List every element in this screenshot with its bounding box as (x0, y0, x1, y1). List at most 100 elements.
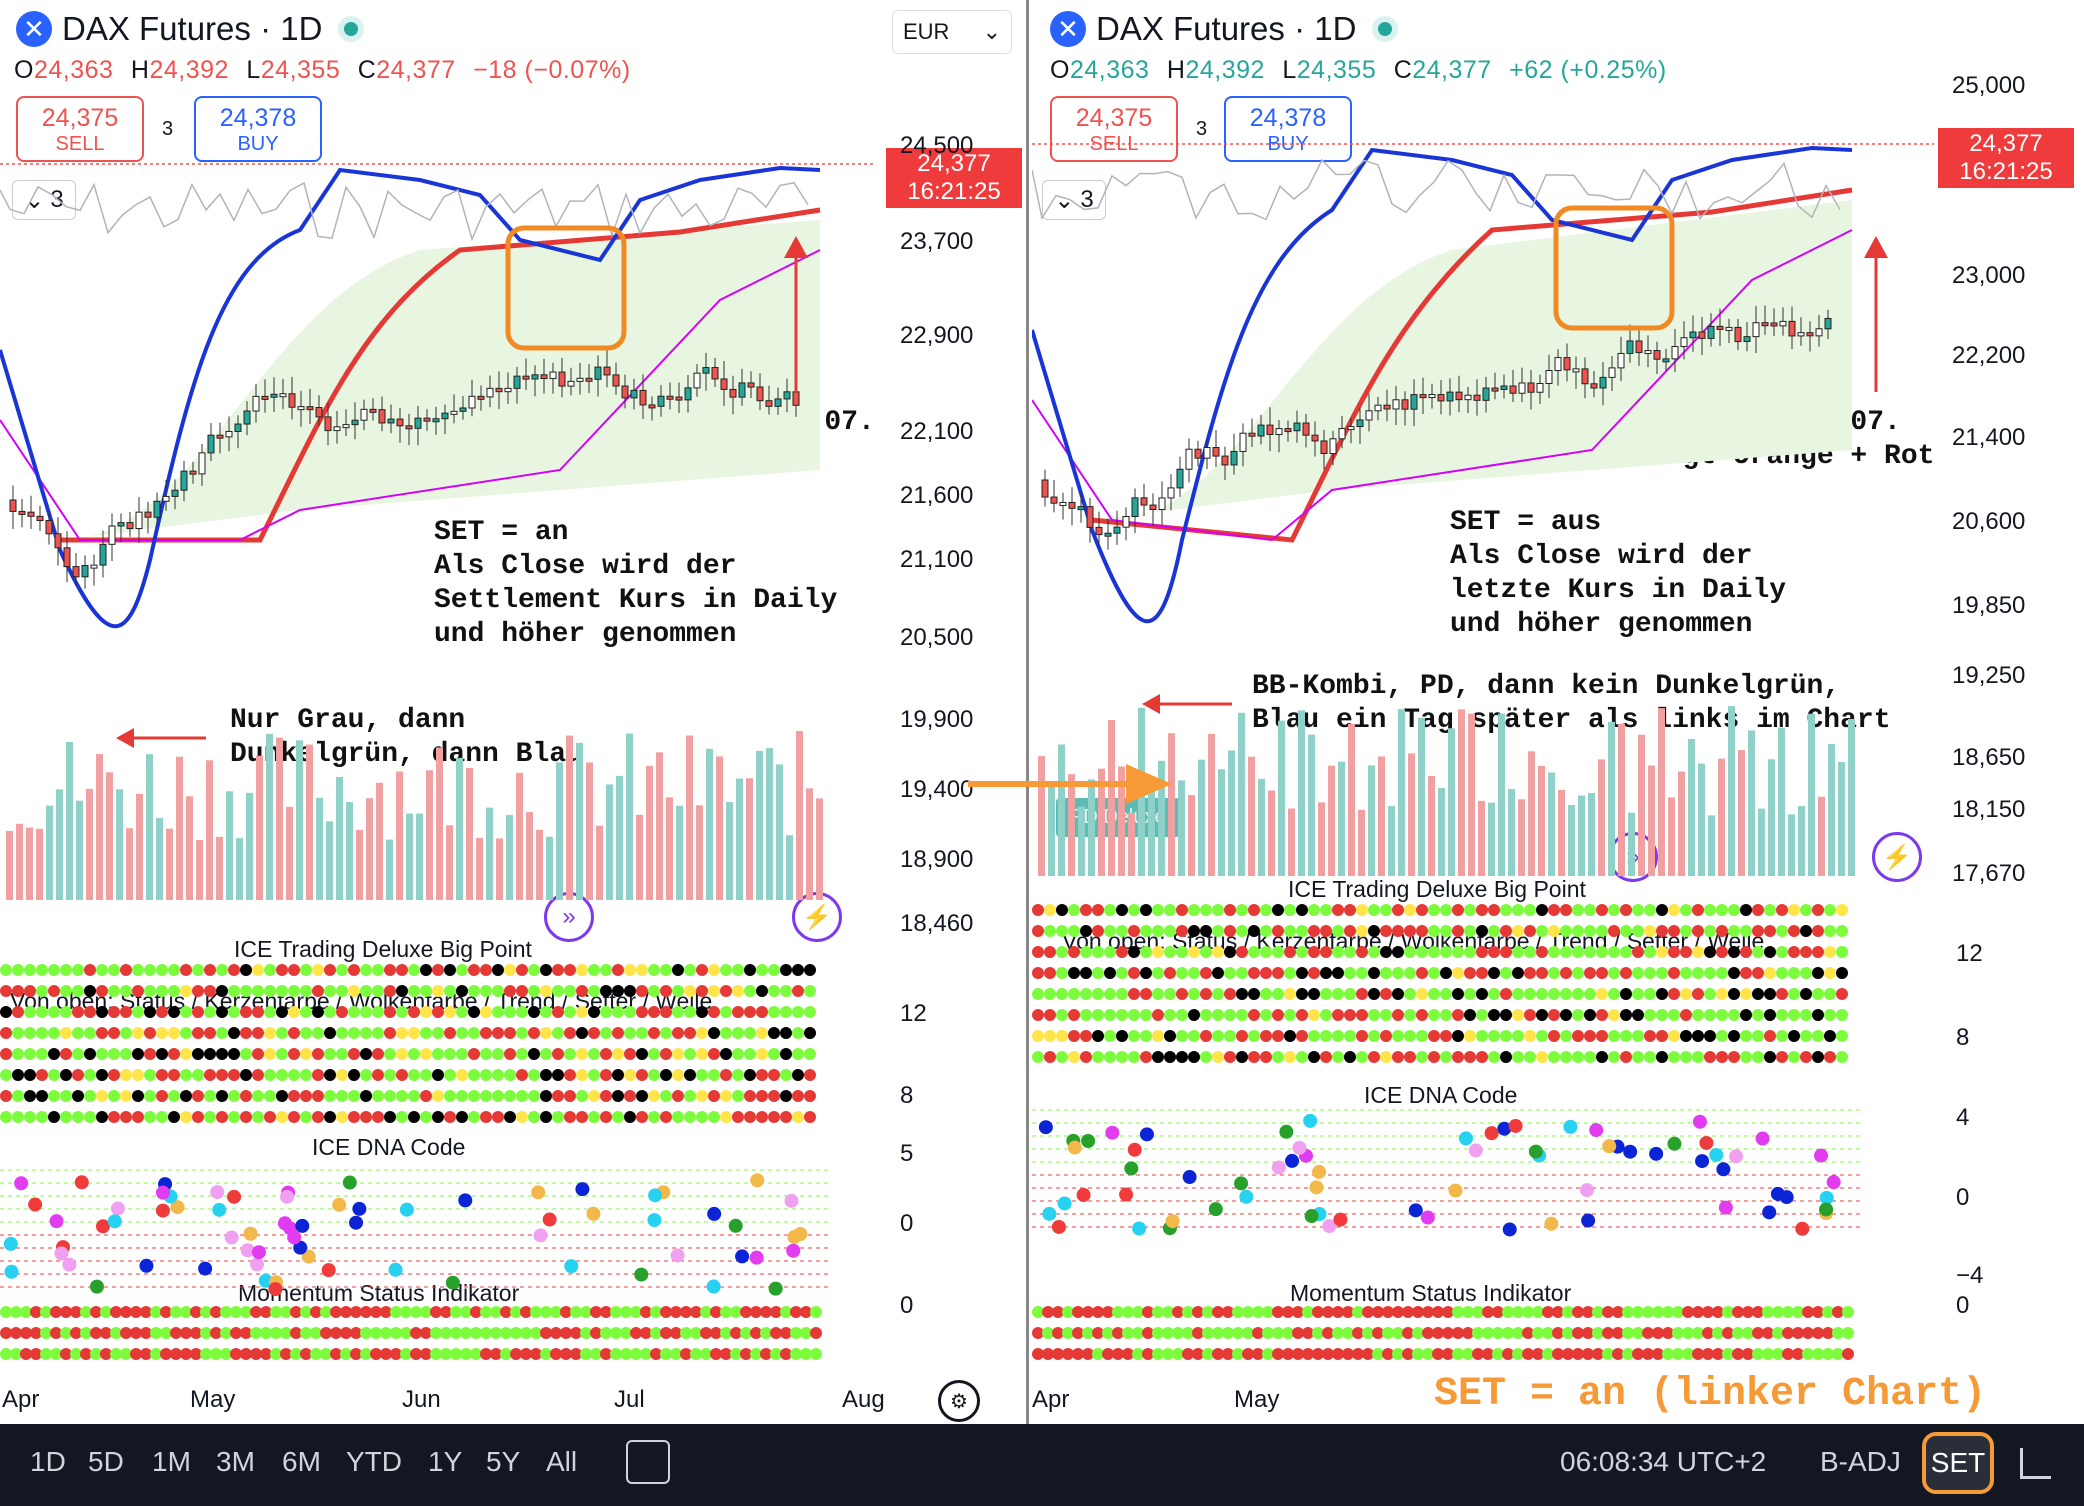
candle-body (81, 565, 89, 578)
sell-button[interactable]: 24,375 SELL (1050, 96, 1178, 162)
indicator-title-bigpoint[interactable]: ICE Trading Deluxe Big Point (1288, 876, 1586, 902)
volume-bar (1548, 772, 1555, 876)
bigpoint-dot (1320, 1030, 1332, 1042)
bigpoint-dot (120, 1111, 132, 1123)
momentum-dot (570, 1327, 582, 1339)
bigpoint-dot (1728, 988, 1740, 1000)
momentum-dot (430, 1327, 442, 1339)
bigpoint-dot (1380, 1009, 1392, 1021)
candle-body (1095, 526, 1103, 536)
momentum-dot (20, 1327, 32, 1339)
bigpoint-dot (1500, 967, 1512, 979)
replay-icon[interactable]: » (1608, 832, 1658, 882)
currency-select[interactable]: EUR ⌄ (892, 10, 1012, 54)
bigpoint-dot (1752, 967, 1764, 979)
bigpoint-dot (744, 1090, 756, 1102)
bigpoint-dot (1716, 904, 1728, 916)
dna-dot (62, 1257, 77, 1272)
dna-dot (198, 1261, 213, 1276)
pd-deluxe-label[interactable]: PD Deluxe (1056, 798, 1180, 837)
price-axis-label: 0 (900, 1292, 914, 1319)
bigpoint-dot (1044, 925, 1056, 937)
settings-gear-icon[interactable]: ⚙ (938, 1380, 980, 1422)
bigpoint-dot (660, 964, 672, 976)
buy-button[interactable]: 24,378 BUY (194, 96, 322, 162)
candle-body (243, 410, 251, 425)
momentum-dot (790, 1306, 802, 1318)
timeframe-5y[interactable]: 5Y (486, 1446, 521, 1477)
momentum-dot (1572, 1327, 1584, 1339)
set-toggle[interactable]: SET (1922, 1432, 1994, 1494)
volume-bar (126, 828, 133, 900)
bigpoint-dot (504, 1069, 516, 1081)
bigpoint-dot (1680, 1030, 1692, 1042)
indicator-title-dna[interactable]: ICE DNA Code (1364, 1082, 1518, 1108)
momentum-dot (420, 1348, 432, 1360)
bigpoint-dot (276, 964, 288, 976)
momentum-dot (600, 1327, 612, 1339)
b-adj-toggle[interactable]: B-ADJ (1820, 1446, 1901, 1477)
indicator-collapse-button[interactable]: ⌄ 3 (12, 180, 76, 220)
candle-body (9, 499, 17, 512)
bigpoint-dot (1032, 1051, 1044, 1063)
volume-bar (1558, 789, 1565, 876)
momentum-dot (1212, 1348, 1224, 1360)
indicator-title-momentum[interactable]: Momentum Status Indikator (1290, 1280, 1572, 1306)
bigpoint-dot (1428, 1009, 1440, 1021)
bigpoint-dot (1068, 1030, 1080, 1042)
indicator-title-dna[interactable]: ICE DNA Code (312, 1134, 466, 1160)
timeframe-6m[interactable]: 6M (282, 1446, 321, 1477)
dna-dot (155, 1203, 170, 1218)
bigpoint-dot (1392, 988, 1404, 1000)
momentum-dot (80, 1306, 92, 1318)
fullscreen-icon[interactable] (2020, 1448, 2051, 1479)
lightning-icon[interactable]: ⚡ (792, 892, 842, 942)
volume-bar (376, 782, 383, 900)
symbol-logo-icon: ✕ (1050, 11, 1086, 47)
timeframe-1y[interactable]: 1Y (428, 1446, 463, 1477)
kijun-line (60, 207, 821, 543)
candle-body (1689, 331, 1697, 339)
timeframe-all[interactable]: All (546, 1446, 578, 1477)
bigpoint-dot (732, 1048, 744, 1060)
timeframe-ytd[interactable]: YTD (346, 1446, 402, 1477)
price-axis-label: 22,900 (900, 322, 974, 349)
momentum-dot (370, 1348, 382, 1360)
dna-dot (251, 1245, 266, 1260)
symbol-title[interactable]: DAX Futures · 1D (62, 10, 323, 47)
dna-dot (531, 1185, 546, 1200)
bigpoint-dot (1488, 1051, 1500, 1063)
momentum-dot (350, 1306, 362, 1318)
timeframe-3m[interactable]: 3M (216, 1446, 255, 1477)
bigpoint-dot (1824, 1030, 1836, 1042)
timeframe-1m[interactable]: 1M (152, 1446, 191, 1477)
timeframe-5d[interactable]: 5D (88, 1446, 124, 1477)
symbol-title[interactable]: DAX Futures · 1D (1096, 10, 1357, 47)
indicator-title-momentum[interactable]: Momentum Status Indikator (238, 1280, 520, 1306)
timeframe-1d[interactable]: 1D (30, 1446, 66, 1477)
sell-button[interactable]: 24,375 SELL (16, 96, 144, 162)
momentum-dot (680, 1306, 692, 1318)
lightning-icon[interactable]: ⚡ (1872, 832, 1922, 882)
buy-button[interactable]: 24,378 BUY (1224, 96, 1352, 162)
momentum-dot (1442, 1348, 1454, 1360)
date-range-calendar-icon[interactable] (626, 1440, 670, 1484)
bigpoint-dot (732, 1069, 744, 1081)
volume-bar (616, 775, 623, 900)
bigpoint-dot (1272, 1051, 1284, 1063)
bigpoint-dot (768, 1111, 780, 1123)
bigpoint-dot (1572, 967, 1584, 979)
clock[interactable]: 06:08:34 UTC+2 (1560, 1446, 1767, 1477)
bigpoint-dot (1536, 988, 1548, 1000)
indicator-title-bigpoint[interactable]: ICE Trading Deluxe Big Point (234, 936, 532, 962)
right-chart-panel[interactable]: ✕ DAX Futures · 1D O24,363 H24,392 L24,3… (1032, 0, 2084, 1424)
price-axis-label: 12 (900, 1000, 927, 1027)
replay-icon[interactable]: » (544, 892, 594, 942)
bigpoint-dot (1656, 1009, 1668, 1021)
left-chart-panel[interactable]: ✕ DAX Futures · 1D O24,363 H24,392 L24,3… (0, 0, 1029, 1424)
momentum-dot (1112, 1327, 1124, 1339)
bigpoint-dot (1284, 1030, 1296, 1042)
candle-body (1608, 367, 1616, 378)
indicator-collapse-button[interactable]: ⌄ 3 (1042, 180, 1106, 220)
dna-dot (243, 1226, 258, 1241)
